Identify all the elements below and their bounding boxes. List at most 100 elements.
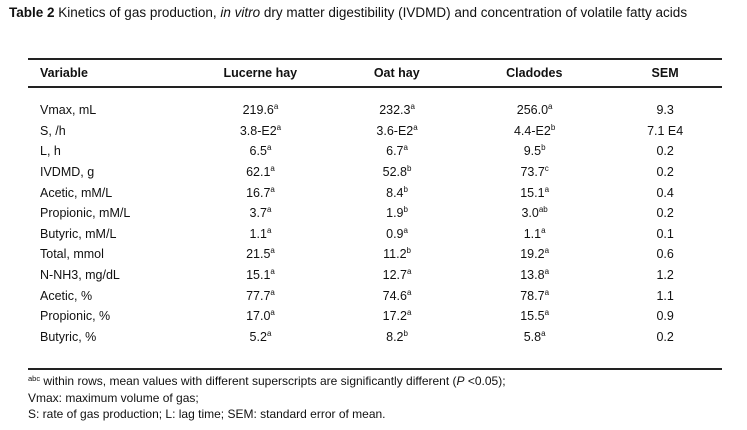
cell-sem: 0.6 <box>656 247 674 262</box>
cell-superscript: a <box>407 267 412 277</box>
cell-superscript: a <box>273 102 279 112</box>
footnote-line-2: Vmax: maximum volume of gas; <box>28 390 199 405</box>
cell-value: 232.3 <box>379 103 411 118</box>
cell-variable: N-NH3, mg/dL <box>40 268 120 283</box>
cell-superscript: a <box>266 328 272 338</box>
cell-superscript: a <box>270 184 275 194</box>
cell-oat-hay: 0.9a <box>333 224 461 245</box>
cell-oat-hay: 12.7a <box>333 265 461 286</box>
cell-cladodes: 5.8a <box>461 327 608 348</box>
header-rule <box>28 86 722 88</box>
cell-cladodes: 256.0a <box>461 100 608 121</box>
cell-superscript: b <box>541 143 546 153</box>
table-row: Vmax, mL 219.6a 232.3 a 256.0a 9.3 <box>28 100 722 121</box>
cell-variable: Total, mmol <box>40 247 104 262</box>
cell-lucerne-hay: 62.1a <box>188 162 333 183</box>
cell-oat-hay: 6.7a <box>333 141 461 162</box>
cell-sem: 0.2 <box>656 144 674 159</box>
table-row: Propionic, mM/L 3.7a 1.9b 3.0ab 0.2 <box>28 203 722 224</box>
table-row: Acetic, % 77.7a 74.6a 78.7a 1.1 <box>28 285 722 306</box>
cell-superscript: b <box>403 328 408 338</box>
header-row: Variable Lucerne hay Oat hay Cladodes SE… <box>28 59 722 86</box>
cell-value: 78.7 <box>520 288 545 303</box>
cell-oat-hay: 1.9b <box>333 203 461 224</box>
cell-variable: Propionic, % <box>40 309 111 324</box>
cell-variable: Acetic, mM/L <box>40 185 113 200</box>
cell-value: 3.6-E2 <box>376 123 414 138</box>
cell-lucerne-hay: 15.1a <box>188 265 333 286</box>
cell-variable: S, /h <box>40 123 66 138</box>
cell-superscript: b <box>406 246 411 256</box>
top-rule <box>28 58 722 60</box>
cell-superscript: a <box>544 287 550 297</box>
cell-cladodes: 19.2a <box>461 244 608 265</box>
cell-superscript: a <box>541 225 546 235</box>
cell-superscript: a <box>270 246 275 256</box>
cell-sem: 0.9 <box>656 309 674 324</box>
cell-value: 6.5 <box>249 144 267 159</box>
cell-oat-hay: 8.2b <box>333 327 461 348</box>
footnote-line-1: abc within rows, mean values with differ… <box>28 373 728 390</box>
cell-value: 19.2 <box>520 247 545 262</box>
table-row: IVDMD, g 62.1a 52.8b 73.7c 0.2 <box>28 162 722 183</box>
cell-oat-hay: 74.6a <box>333 285 461 306</box>
caption-text-1: Kinetics of gas production, <box>54 5 221 20</box>
cell-lucerne-hay: 3.8-E2a <box>188 121 333 142</box>
cell-variable: Vmax, mL <box>40 103 97 118</box>
cell-superscript: a <box>266 205 272 215</box>
footnote-text-1b: <0.05); <box>464 374 506 388</box>
cell-value: 77.7 <box>246 288 271 303</box>
cell-value: 1.9 <box>386 206 404 221</box>
table-row: Butyric, mM/L 1.1a 0.9a 1.1a 0.1 <box>28 224 722 245</box>
cell-cladodes: 15.5a <box>461 306 608 327</box>
cell-superscript: a <box>544 184 550 194</box>
cell-superscript: c <box>544 164 549 174</box>
table-row: Acetic, mM/L 16.7a 8.4b 15.1a 0.4 <box>28 182 722 203</box>
cell-value: 62.1 <box>246 165 271 180</box>
cell-cladodes: 4.4-E2b <box>461 121 608 142</box>
cell-oat-hay: 11.2b <box>333 244 461 265</box>
cell-cladodes: 3.0ab <box>461 203 608 224</box>
cell-superscript: a <box>266 143 272 153</box>
footnote-text-1a: within rows, mean values with different … <box>40 374 457 388</box>
cell-sem: 0.2 <box>656 329 674 344</box>
cell-value: 12.7 <box>382 268 407 283</box>
cell-value: 15.1 <box>246 268 271 283</box>
table-header: Variable Lucerne hay Oat hay Cladodes SE… <box>28 59 722 86</box>
cell-lucerne-hay: 21.5a <box>188 244 333 265</box>
footnote-p-italic: P <box>456 374 465 388</box>
cell-superscript: a <box>407 287 412 297</box>
cell-superscript: a <box>407 308 412 318</box>
cell-value: 17.0 <box>246 309 271 324</box>
cell-superscript: a <box>270 164 275 174</box>
cell-value: 5.2 <box>249 329 267 344</box>
cell-value: 8.4 <box>386 185 404 200</box>
cell-oat-hay: 17.2a <box>333 306 461 327</box>
cell-value: 5.8 <box>523 329 542 344</box>
header-oat-hay: Oat hay <box>373 65 420 80</box>
cell-variable: Butyric, mM/L <box>40 226 117 241</box>
cell-sem: 0.4 <box>656 185 674 200</box>
cell-lucerne-hay: 5.2a <box>188 327 333 348</box>
cell-superscript: a <box>270 308 275 318</box>
cell-value: 13.8 <box>520 268 545 283</box>
cell-value: 256.0 <box>516 103 549 118</box>
cell-sem: 0.1 <box>656 226 674 241</box>
table-row: Total, mmol 21.5a 11.2b 19.2a 0.6 <box>28 244 722 265</box>
cell-value: 11.2 <box>383 247 407 262</box>
cell-value: 52.8 <box>382 165 407 180</box>
cell-value: 4.4-E2 <box>513 123 551 138</box>
cell-superscript: a <box>403 225 408 235</box>
cell-sem: 9.3 <box>656 103 674 118</box>
cell-variable: IVDMD, g <box>40 165 95 180</box>
cell-lucerne-hay: 219.6a <box>188 100 333 121</box>
caption-italic: in vitro <box>220 5 261 20</box>
cell-value: 3.0 <box>521 206 539 221</box>
cell-sem: 1.1 <box>656 288 674 303</box>
cell-cladodes: 78.7a <box>461 285 608 306</box>
table-row: Propionic, % 17.0a 17.2a 15.5a 0.9 <box>28 306 722 327</box>
data-table: Vmax, mL 219.6a 232.3a 256.0a 9.3 S, /h 3.8-E2… <box>28 100 722 347</box>
table-label: Table 2 <box>9 5 55 20</box>
cell-value: 15.5 <box>520 309 545 324</box>
cell-superscript: ab <box>538 205 548 215</box>
